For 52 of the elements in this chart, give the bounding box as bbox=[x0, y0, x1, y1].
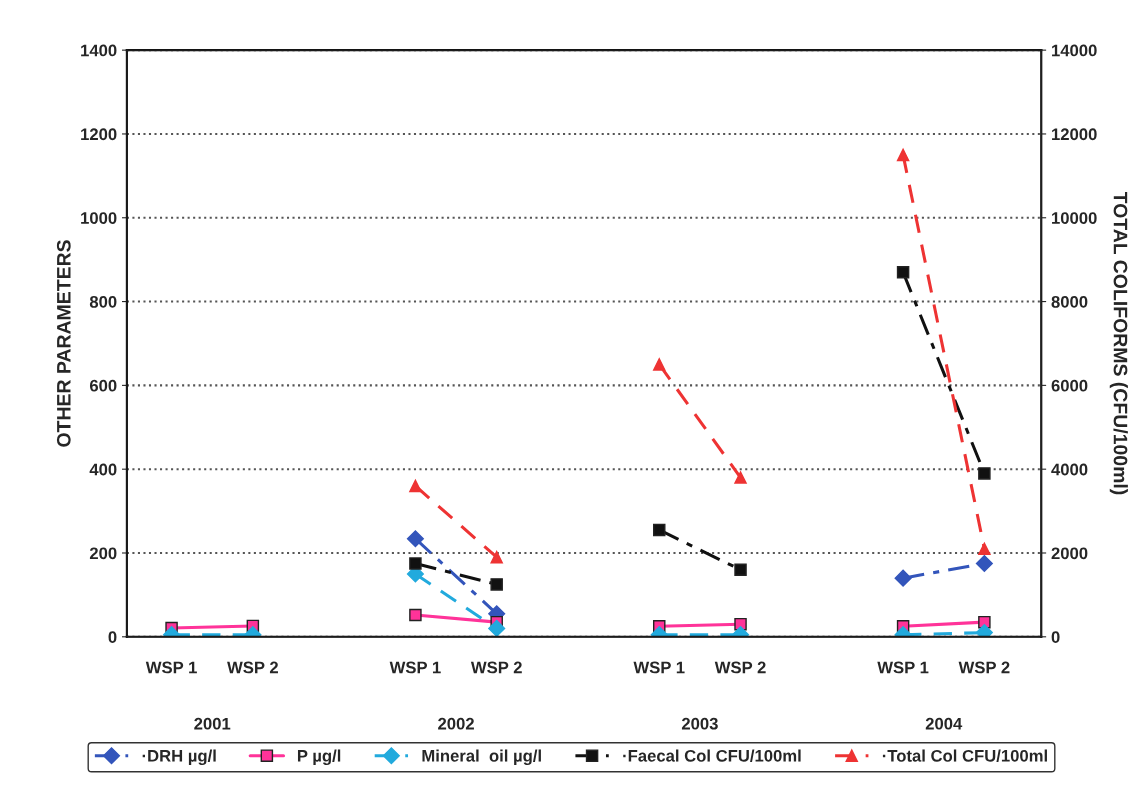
point bbox=[734, 471, 747, 484]
y2-tick-label: 12000 bbox=[1052, 128, 1097, 141]
y-axis-title: OTHER PARAMETERS bbox=[56, 240, 71, 447]
text: 2003 bbox=[681, 717, 718, 730]
point bbox=[409, 557, 422, 570]
point bbox=[409, 479, 422, 493]
point bbox=[975, 554, 993, 573]
point bbox=[406, 530, 424, 548]
point bbox=[978, 467, 991, 480]
point bbox=[734, 563, 747, 577]
point bbox=[490, 550, 503, 564]
legend-label: Mineral oil µg/l bbox=[422, 749, 541, 766]
point bbox=[409, 608, 422, 622]
legend-label: P µg/l bbox=[297, 749, 341, 766]
y-tick-label: 1000 bbox=[81, 212, 117, 224]
point bbox=[653, 358, 666, 371]
point bbox=[490, 578, 503, 591]
y-tick-label: 800 bbox=[89, 295, 117, 308]
x-tick-label: WSP 1 bbox=[145, 661, 197, 674]
legend-label: ·Total Col CFU/100ml bbox=[882, 749, 1047, 762]
y2-tick-label: 6000 bbox=[1051, 379, 1088, 392]
legend-label: ·Faecal Col CFU/100ml bbox=[623, 749, 801, 762]
y-tick-label: 600 bbox=[89, 379, 117, 392]
point bbox=[896, 265, 910, 279]
y-tick-label: 1400 bbox=[81, 44, 117, 57]
point bbox=[894, 569, 912, 587]
y-tick-label: 400 bbox=[89, 463, 117, 476]
point bbox=[653, 523, 666, 537]
y2-tick-label: 10000 bbox=[1052, 212, 1097, 224]
x-tick-label: WSP 1 bbox=[633, 661, 685, 674]
y2-axis-title: TOTAL COLIFORMS (CFU/100ml) bbox=[1109, 191, 1128, 495]
point bbox=[488, 619, 506, 637]
text: 2004 bbox=[925, 717, 963, 730]
legend-label: ·DRH µg/l bbox=[142, 749, 216, 766]
y-tick-label: 200 bbox=[89, 547, 117, 560]
y2-tick-label: 0 bbox=[1051, 631, 1060, 643]
y2-tick-label: 2000 bbox=[1051, 547, 1088, 560]
point bbox=[896, 148, 910, 162]
text: 2002 bbox=[438, 717, 474, 730]
x-tick-label: WSP 2 bbox=[470, 661, 522, 674]
text: 2001 bbox=[194, 717, 231, 730]
y-tick-label: 1200 bbox=[81, 128, 117, 141]
y2-tick-label: 4000 bbox=[1051, 463, 1088, 476]
x-tick-label: WSP 2 bbox=[958, 661, 1010, 674]
x-tick-label: WSP 1 bbox=[877, 661, 929, 674]
y2-tick-label: 8000 bbox=[1051, 295, 1088, 308]
y-tick-label: 0 bbox=[108, 631, 117, 643]
x-tick-label: WSP 2 bbox=[227, 661, 278, 674]
point bbox=[978, 542, 991, 556]
y2-tick-label: 14000 bbox=[1052, 44, 1097, 57]
x-tick-label: WSP 2 bbox=[714, 661, 766, 674]
x-tick-label: WSP 1 bbox=[389, 661, 441, 674]
